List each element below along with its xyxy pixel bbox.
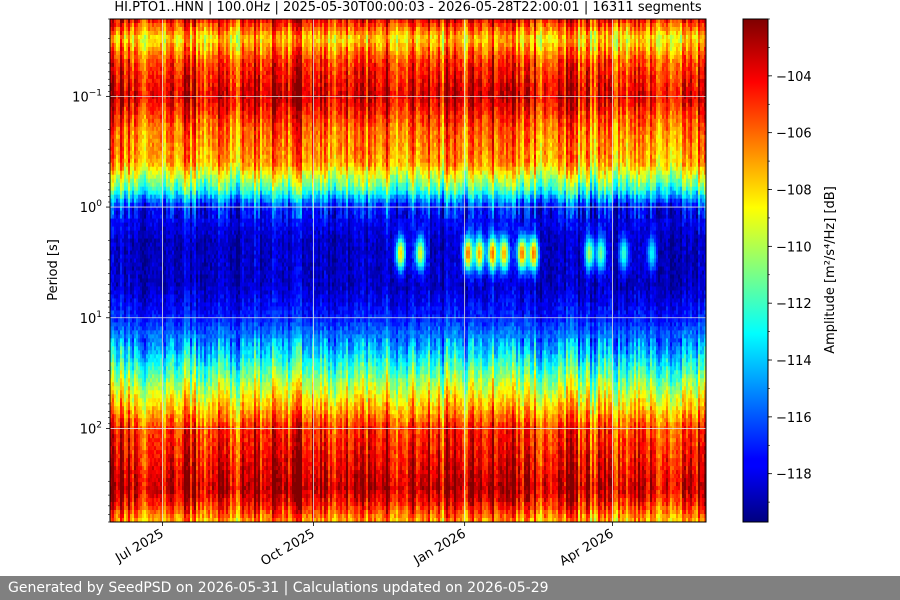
heatmap-area [110,19,707,523]
spectrogram-chart: HI.PTO1..HNN | 100.0Hz | 2025-05-30T00:0… [0,0,900,576]
chart-title: HI.PTO1..HNN | 100.0Hz | 2025-05-30T00:0… [114,0,701,15]
